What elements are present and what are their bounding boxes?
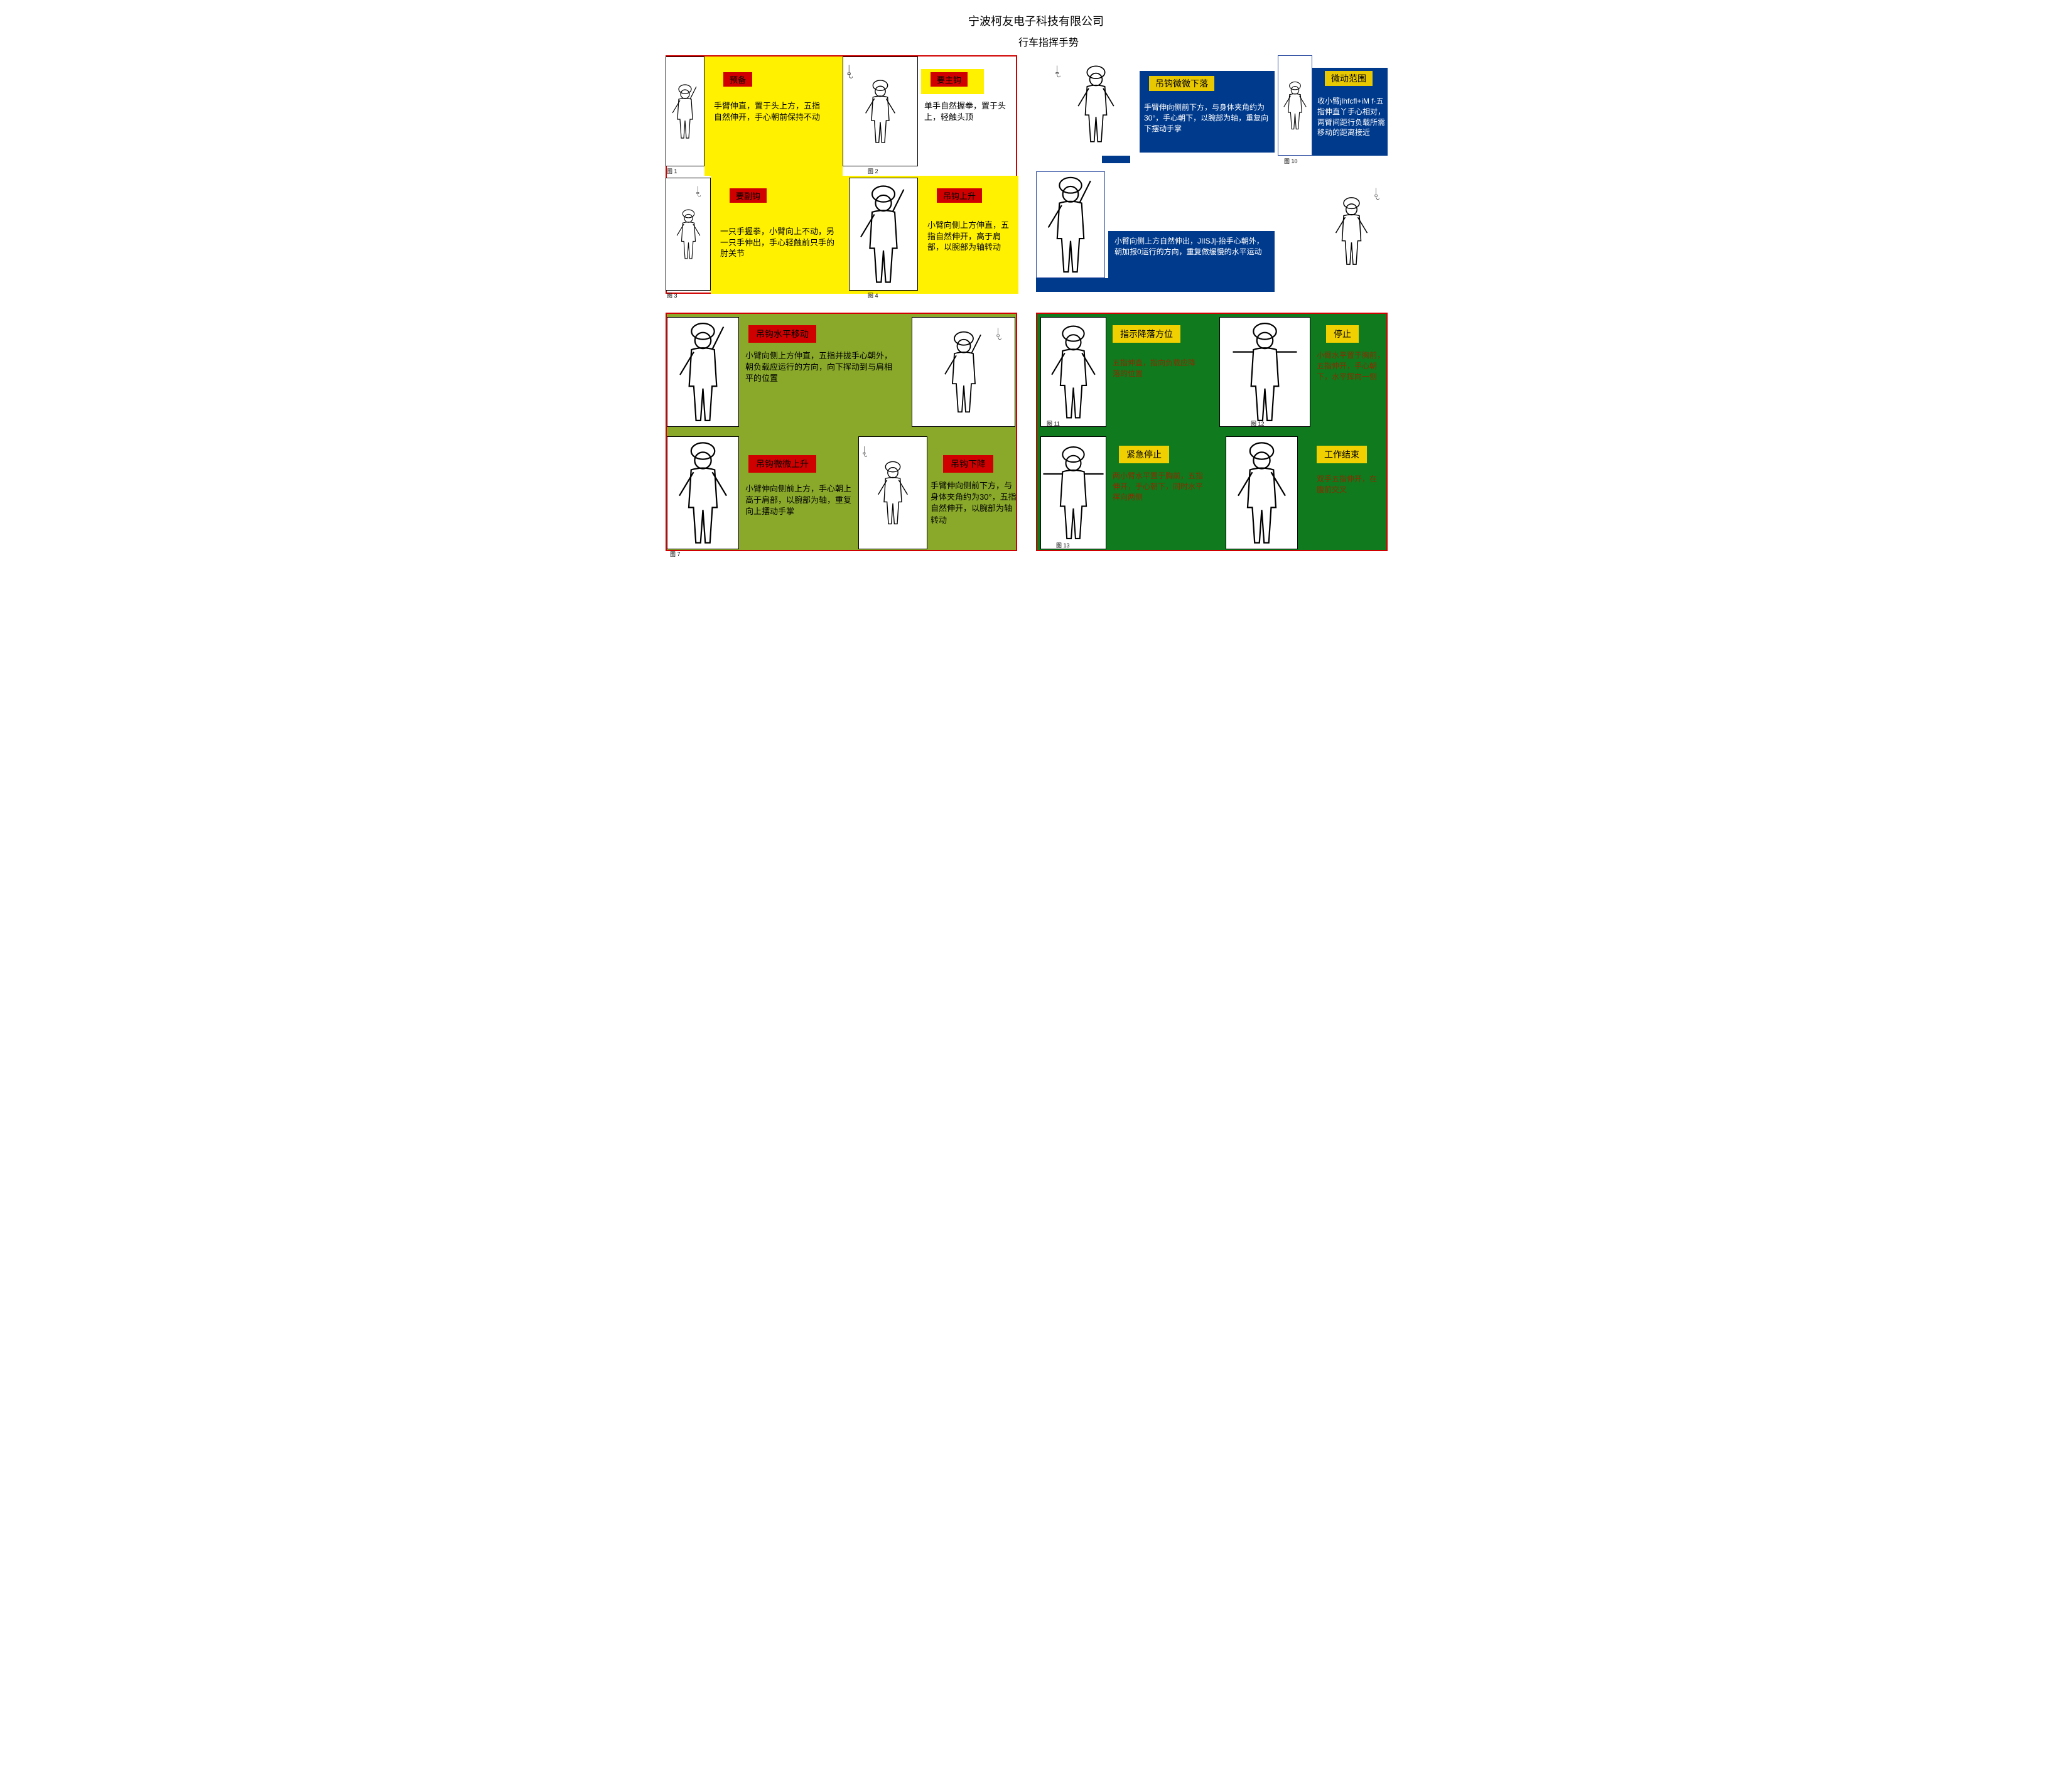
signal-desc: 双手五指伸开，在腹前交叉 — [1317, 474, 1383, 495]
signal-desc: 单手自然握拳，置于头上，轻触头顶 — [924, 100, 1012, 122]
signal-desc: 手臂伸向侧前下方，与身体夹角约为30°，手心朝下，以腕部为轴，重复向下摆动手掌 — [1144, 102, 1270, 134]
signal-label: 工作结束 — [1317, 446, 1367, 463]
signal-desc: 收小臂jlhfcfl+iM f·五指伸直丫手心相对，两臂间距行负载所需移动的距离… — [1317, 96, 1386, 138]
signal-label: 吊钩微微上升 — [748, 455, 816, 473]
caption: 图 1 — [667, 167, 677, 175]
page-subtitle: 行车指挥手势 — [691, 34, 1406, 49]
caption: 图 4 — [868, 291, 878, 299]
signal-label: 指示降落方位 — [1113, 325, 1180, 343]
signal-label: 吊钩水平移动 — [748, 325, 816, 343]
company-name: 宁波柯友电子科技有限公司 — [666, 13, 1406, 29]
caption: 图 2 — [868, 167, 878, 175]
signal-desc: 小臂水平置于胸前，五指伸开，手心朝下，水平挥向一侧 — [1317, 350, 1386, 382]
signal-desc: 小臂向侧上方伸直，五指自然伸开，高于肩部，以腕部为轴转动 — [927, 220, 1015, 253]
header: 宁波柯友电子科技有限公司 行车指挥手势 — [666, 13, 1406, 49]
signal-label: 停止 — [1326, 325, 1359, 343]
signal-desc: 小臂向侧上方伸直，五指并拢手心朝外，朝负载应运行的方向，向下挥动到与肩相平的位置 — [745, 350, 899, 385]
panels-grid: 图 1 预备 手臂伸直，置于头上方，五指自然伸开，手心朝前保持不动 图 2 要主… — [666, 55, 1406, 551]
signal-label: 要主钩 — [931, 72, 968, 87]
signal-desc: 手臂伸向侧前下方，与身体夹角约为30°，五指自然伸开，以腕部为轴转动 — [931, 480, 1018, 526]
signal-label: 要副钩 — [730, 188, 767, 203]
panel-yellow: 图 1 预备 手臂伸直，置于头上方，五指自然伸开，手心朝前保持不动 图 2 要主… — [666, 55, 1017, 294]
signal-desc: 手臂伸直，置于头上方，五指自然伸开，手心朝前保持不动 — [714, 100, 827, 122]
signal-desc: 小臂伸向侧前上方，手心朝上高于肩部，以腕部为轴，重复向上摆动手掌 — [745, 483, 855, 518]
panel-olive: 吊钩水平移动 小臂向侧上方伸直，五指并拢手心朝外，朝负载应运行的方向，向下挥动到… — [666, 313, 1017, 551]
signal-label: 吊钩上升 — [937, 188, 982, 203]
signal-desc: 小臂向侧上方自然伸出，JIISJ|-抬手心朝外，朝加报0运行的方向，重复做缓慢的… — [1114, 236, 1268, 257]
signal-desc: 五指伸直，指向负载应降落的位置 — [1113, 358, 1201, 379]
signal-label: 微动范围 — [1325, 71, 1373, 86]
signal-desc: 两小臂水平置于胸前，五指伸开，手心朝下，同时水平挥向两侧 — [1113, 471, 1207, 502]
signal-label: 预备 — [723, 72, 752, 87]
caption: 图 12 — [1251, 419, 1265, 427]
caption: 图 10 — [1284, 157, 1298, 165]
caption: 图 3 — [667, 291, 677, 299]
signal-label: 吊钩微微下落 — [1149, 76, 1214, 91]
caption: 图 7 — [670, 550, 681, 558]
signal-label: 紧急停止 — [1119, 446, 1169, 463]
panel-blue: 吊钩微微下落 手臂伸向侧前下方，与身体夹角约为30°，手心朝下，以腕部为轴，重复… — [1036, 55, 1388, 294]
signal-desc: 一只手握拳，小臂向上不动，另一只手伸出，手心轻触前只手的肘关节 — [720, 226, 839, 259]
signal-label: 吊钩下降 — [943, 455, 993, 473]
caption: 图 11 — [1047, 419, 1060, 427]
panel-green: 图 11 指示降落方位 五指伸直，指向负载应降落的位置 图 12 停止 小臂水平… — [1036, 313, 1388, 551]
caption: 图 13 — [1056, 541, 1070, 549]
